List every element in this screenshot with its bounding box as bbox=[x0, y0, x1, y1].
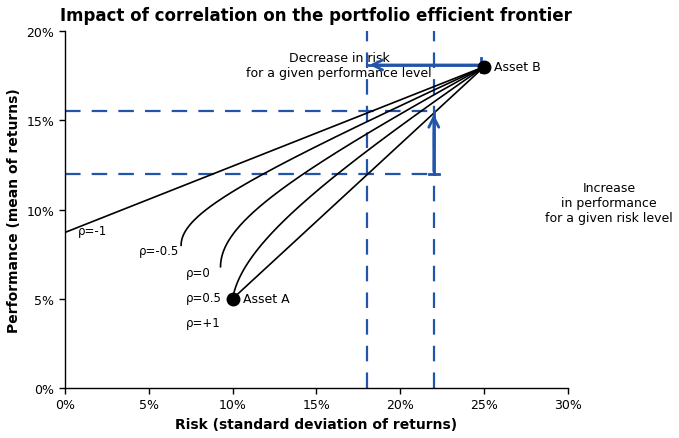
Text: ρ=0: ρ=0 bbox=[185, 266, 210, 279]
Text: ρ=+1: ρ=+1 bbox=[185, 316, 220, 329]
Text: ρ=-1: ρ=-1 bbox=[78, 225, 107, 238]
Text: ρ=-0.5: ρ=-0.5 bbox=[139, 244, 179, 258]
X-axis label: Risk (standard deviation of returns): Risk (standard deviation of returns) bbox=[175, 417, 458, 431]
Text: Asset B: Asset B bbox=[494, 61, 541, 74]
Y-axis label: Performance (mean of returns): Performance (mean of returns) bbox=[7, 88, 21, 332]
Title: Impact of correlation on the portfolio efficient frontier: Impact of correlation on the portfolio e… bbox=[60, 7, 572, 25]
Text: Decrease in risk
for a given performance level: Decrease in risk for a given performance… bbox=[246, 52, 432, 80]
Text: Increase
in performance
for a given risk level: Increase in performance for a given risk… bbox=[545, 181, 673, 224]
Text: ρ=0.5: ρ=0.5 bbox=[185, 291, 221, 304]
Text: Asset A: Asset A bbox=[242, 293, 289, 306]
